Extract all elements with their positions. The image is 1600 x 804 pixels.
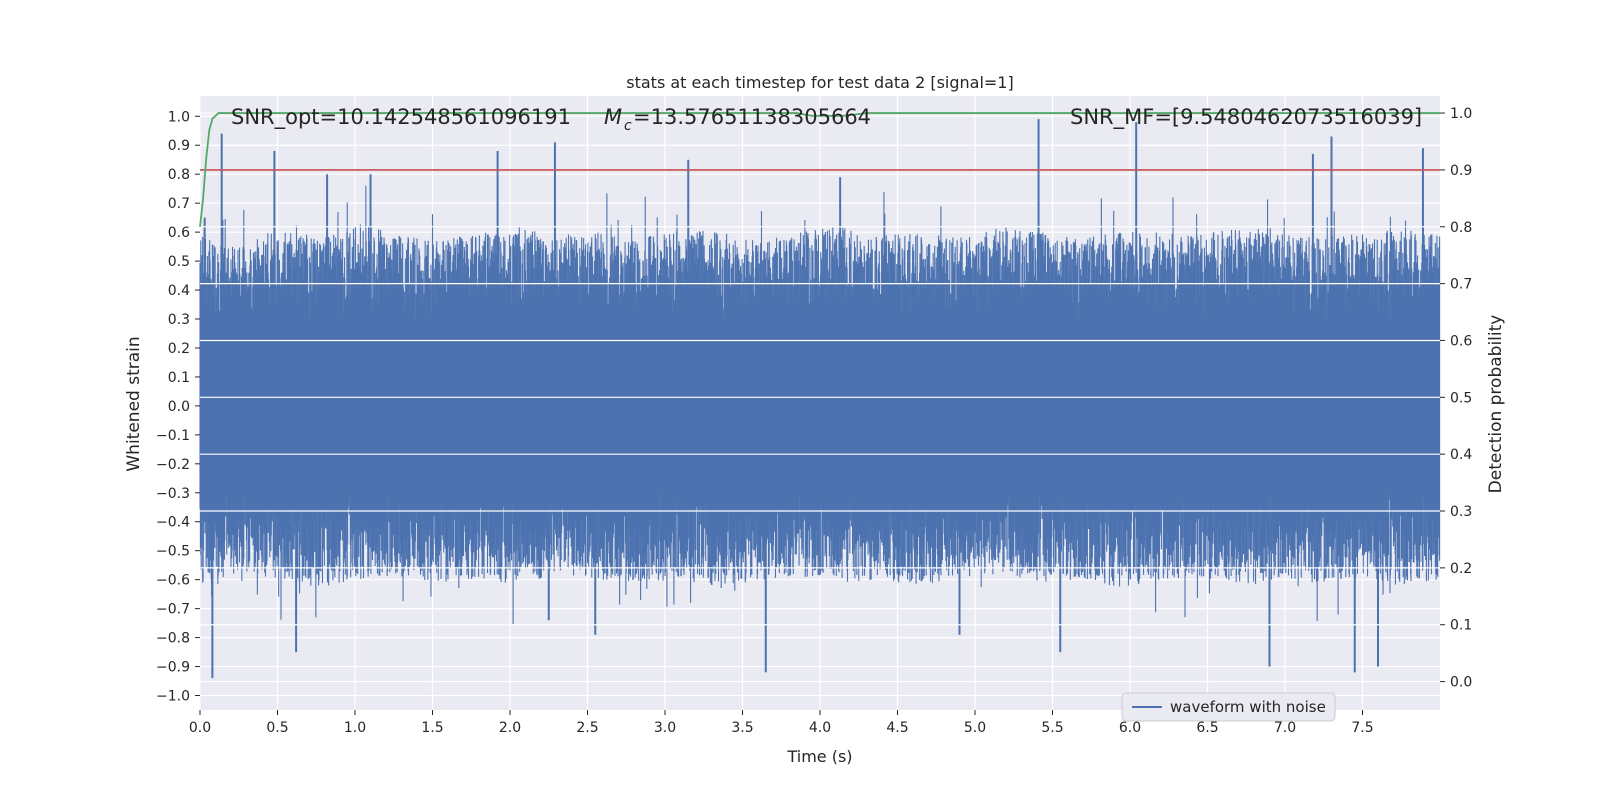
legend: waveform with noise [1121, 692, 1336, 722]
series-layer [199, 112, 1441, 683]
y2-tick-label: 1.0 [1450, 106, 1472, 122]
y2-axis-label: Detection probability [1486, 315, 1506, 494]
y2-tick-label: 0.8 [1450, 220, 1472, 236]
waveform-core-band [200, 324, 1440, 487]
y-tick-label: −0.3 [156, 486, 190, 502]
overlap-annotation: SNR_MF=[9.5480462073516039] [1070, 105, 1422, 130]
x-tick-label: 2.5 [576, 720, 598, 736]
y2-tick-label: 0.6 [1450, 333, 1472, 349]
y-tick-label: 0.1 [168, 370, 190, 386]
chart-title: stats at each timestep for test data 2 [… [626, 73, 1013, 92]
y-tick-label: 1.0 [168, 109, 190, 125]
x-tick-label: 3.5 [731, 720, 753, 736]
y-tick-label: −0.1 [156, 428, 190, 444]
y-tick-label: −0.2 [156, 457, 190, 473]
y2-tick-label: 0.9 [1450, 163, 1472, 179]
x-tick-label: 0.0 [189, 720, 211, 736]
y-tick-label: 0.4 [168, 283, 190, 299]
y2-tick-label: 0.5 [1450, 390, 1472, 406]
x-tick-label: 2.0 [499, 720, 521, 736]
y-tick-label: 0.6 [168, 225, 190, 241]
axes: 0.0 0.5 1.0 1.5 2.0 2.5 3.0 3.5 4.0 4.5 5.0 5.5 6.0 6… [156, 106, 1472, 736]
x-tick-label: 1.5 [421, 720, 443, 736]
x-tick-label: 0.5 [266, 720, 288, 736]
y2-tick-label: 0.3 [1450, 504, 1472, 520]
y-tick-label: 0.7 [168, 196, 190, 212]
x-tick-label: 1.0 [344, 720, 366, 736]
y-tick-label: 0.9 [168, 138, 190, 154]
y-tick-label: −0.6 [156, 573, 190, 589]
x-tick-label: 5.0 [964, 720, 986, 736]
x-tick-label: 5.5 [1041, 720, 1063, 736]
y-axis-label: Whitened strain [124, 336, 144, 471]
y-tick-label: 0.8 [168, 167, 190, 183]
x-tick-label: 7.0 [1274, 720, 1296, 736]
y-tick-label: 0.5 [168, 254, 190, 270]
x-tick-label: 7.5 [1351, 720, 1373, 736]
chirp-mass-value: =13.57651138305664 [633, 105, 871, 129]
y-tick-label: 0.0 [168, 399, 190, 415]
x-axis-label: Time (s) [786, 747, 852, 766]
y2-tick-label: 0.1 [1450, 618, 1472, 634]
y-tick-label: −0.5 [156, 544, 190, 560]
x-tick-label: 6.0 [1119, 720, 1141, 736]
detection-probability-line [199, 112, 1440, 227]
snr-opt-annotation: SNR_opt=10.142548561096191 [231, 105, 571, 130]
y-tick-label: −0.9 [156, 660, 190, 676]
legend-label: waveform with noise [1170, 698, 1326, 716]
y2-tick-label: 0.2 [1450, 561, 1472, 577]
x-tick-label: 4.0 [809, 720, 831, 736]
chirp-mass-symbol: M [604, 105, 622, 129]
y-tick-label: −0.4 [156, 515, 190, 531]
legend-box [1121, 692, 1336, 722]
y-tick-label: −0.7 [156, 602, 190, 618]
y-tick-label: −0.8 [156, 631, 190, 647]
x-tick-label: 4.5 [886, 720, 908, 736]
x-tick-label: 3.0 [654, 720, 676, 736]
y-tick-label: −1.0 [156, 689, 190, 705]
y2-tick-label: 0.4 [1450, 447, 1472, 463]
y2-tick-label: 0.0 [1450, 675, 1472, 691]
y2-tick-label: 0.7 [1450, 277, 1472, 293]
x-tick-label: 6.5 [1196, 720, 1218, 736]
chirp-mass-annotation: M c =13.57651138305664 [604, 105, 871, 134]
y-tick-label: 0.2 [168, 341, 190, 357]
chirp-mass-subscript: c [624, 118, 632, 134]
y-tick-label: 0.3 [168, 312, 190, 328]
